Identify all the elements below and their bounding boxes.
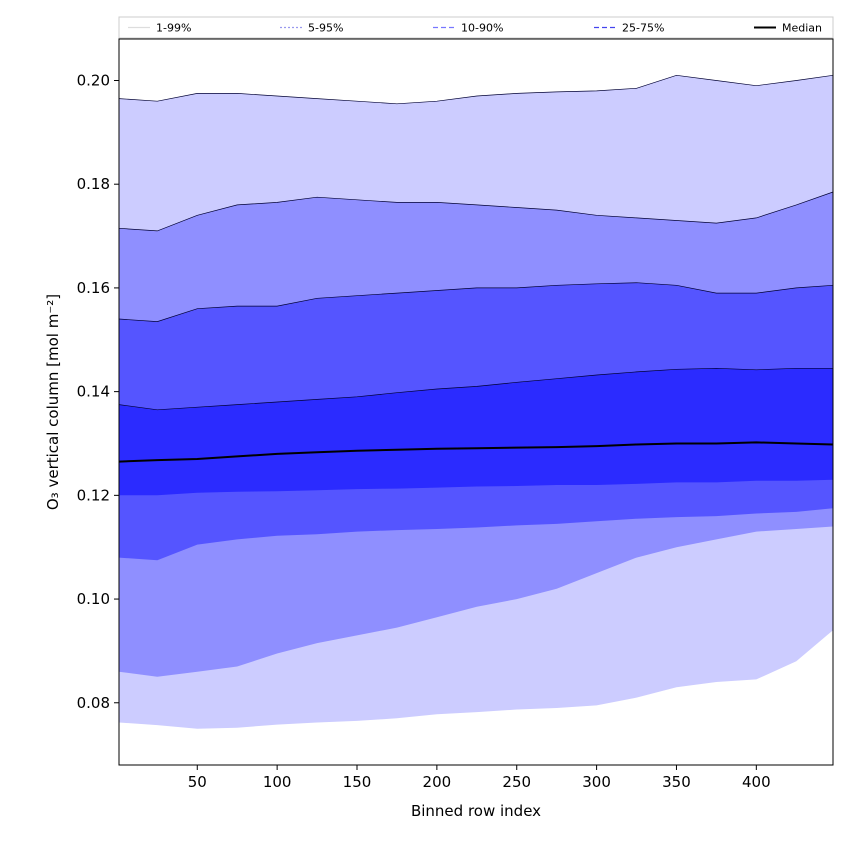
band-inner-upper-edge <box>118 367 833 411</box>
y-tick-label: 0.12 <box>77 486 110 504</box>
legend: 1-99% 5-95% 10-90% 25-75% Median <box>118 16 834 39</box>
plot-frame <box>118 38 834 766</box>
x-tick-label: 400 <box>742 773 771 791</box>
x-tick-label: 100 <box>263 773 292 791</box>
y-tick-label: 0.16 <box>77 279 110 297</box>
median-layer <box>118 441 834 463</box>
x-tick-label: 350 <box>662 773 691 791</box>
x-axis: 50 100 150 200 250 300 350 400 <box>188 765 771 791</box>
y-axis: 0.08 0.10 0.12 0.14 0.16 0.18 0.20 <box>77 71 119 712</box>
legend-label: 25-75% <box>622 22 664 35</box>
legend-label: Median <box>782 22 822 35</box>
y-tick-label: 0.08 <box>77 694 110 712</box>
x-tick-label: 200 <box>423 773 452 791</box>
bands-layer <box>118 44 834 755</box>
legend-label: 1-99% <box>156 22 191 35</box>
y-tick-label: 0.10 <box>77 590 110 608</box>
y-axis-title: O₃ vertical column [mol m⁻²] <box>44 294 62 510</box>
legend-box <box>118 16 834 39</box>
x-tick-label: 50 <box>188 773 207 791</box>
y-tick-label: 0.20 <box>77 71 110 89</box>
legend-label: 10-90% <box>461 22 503 35</box>
band-25-75--upper-edge <box>118 282 834 322</box>
y-tick-label: 0.18 <box>77 175 110 193</box>
median-line <box>118 441 834 463</box>
y-tick-label: 0.14 <box>77 383 110 401</box>
x-tick-label: 300 <box>582 773 611 791</box>
band-5-95--upper-edge <box>118 74 834 105</box>
band-inner-area <box>119 368 833 496</box>
band-10-90--upper-edge <box>118 191 834 232</box>
x-axis-title: Binned row index <box>411 802 541 820</box>
legend-label: 5-95% <box>308 22 343 35</box>
x-tick-label: 250 <box>502 773 531 791</box>
x-tick-label: 150 <box>343 773 372 791</box>
